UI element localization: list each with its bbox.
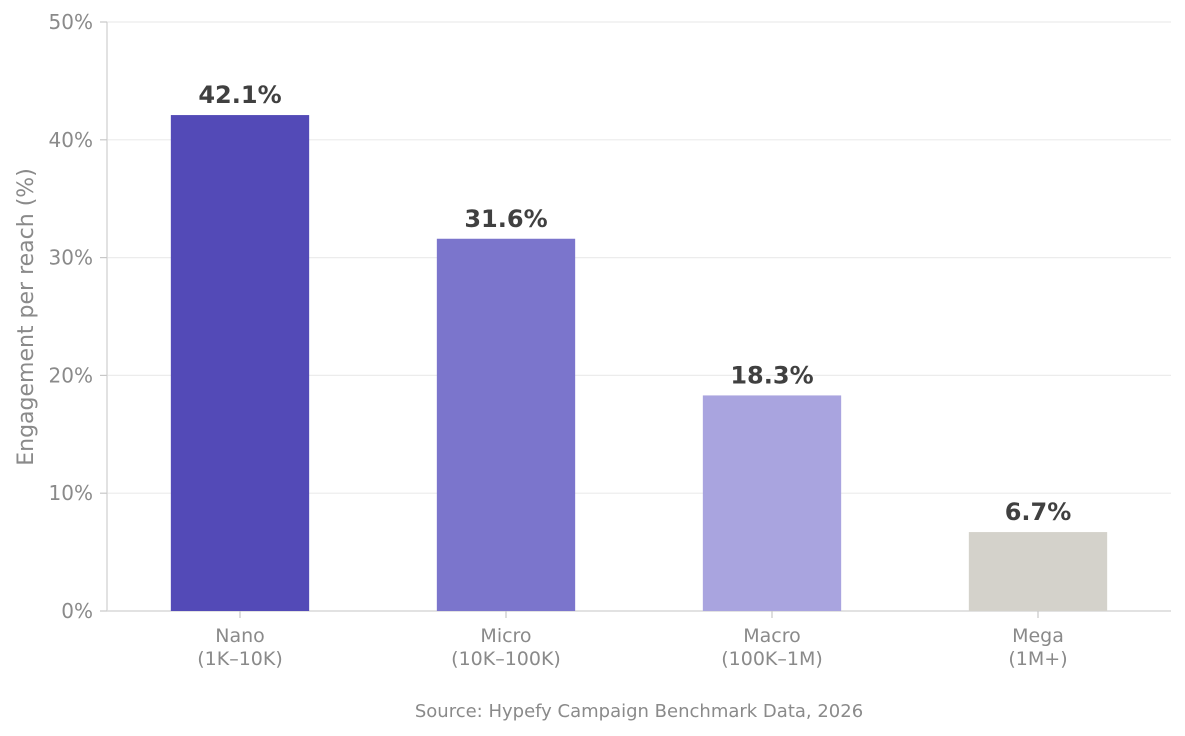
bar [968, 532, 1108, 611]
y-tick-label: 0% [61, 599, 93, 623]
y-tick-label: 10% [49, 481, 93, 505]
y-tick-labels: 0% 10% 20% 30% 40% 50% [49, 10, 93, 623]
x-tick-label: Micro [480, 625, 531, 647]
bar [436, 238, 576, 611]
x-tick-label: Nano [215, 625, 265, 647]
x-tick-label: (1K–10K) [197, 648, 283, 670]
data-label: 42.1% [198, 81, 281, 109]
bar [702, 395, 842, 611]
y-tick-label: 30% [49, 246, 93, 270]
x-tick-label: (1M+) [1008, 648, 1067, 670]
x-tick-labels: Nano(1K–10K) Micro(10K–100K) Macro(100K–1M… [197, 625, 1067, 670]
x-tick-label: (100K–1M) [721, 648, 823, 670]
data-label: 6.7% [1005, 498, 1072, 526]
y-tick-label: 20% [49, 363, 93, 387]
x-tick-label: (10K–100K) [451, 648, 561, 670]
data-label: 18.3% [730, 361, 813, 389]
y-tick-label: 50% [49, 10, 93, 34]
x-tick-label: Mega [1012, 625, 1064, 647]
source-note: Source: Hypefy Campaign Benchmark Data, … [415, 701, 863, 722]
x-tick-label: Macro [743, 625, 801, 647]
bar [170, 115, 310, 611]
data-labels: 42.1% 31.6% 18.3% 6.7% [198, 81, 1071, 526]
data-label: 31.6% [464, 205, 547, 233]
bars [170, 115, 1108, 611]
y-tick-label: 40% [49, 128, 93, 152]
y-axis-title: Engagement per reach (%) [14, 168, 39, 466]
